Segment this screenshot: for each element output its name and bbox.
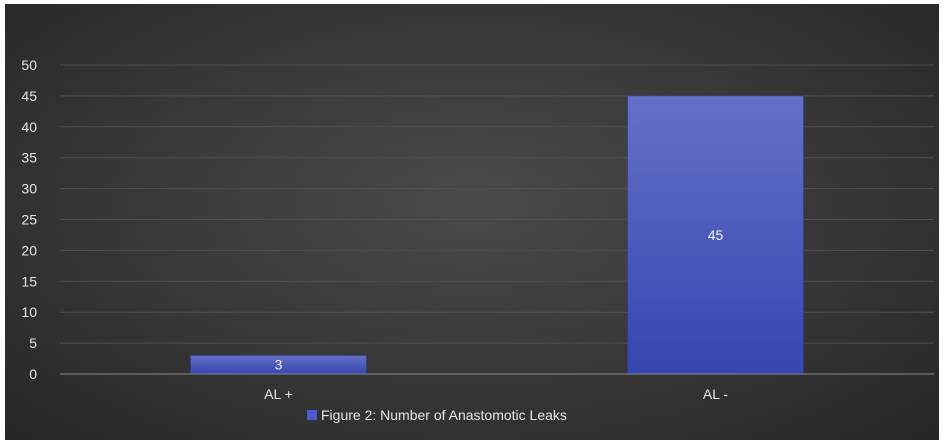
gridlines xyxy=(60,64,934,344)
y-tick-label: 35 xyxy=(21,150,37,166)
y-tick-label: 50 xyxy=(21,57,37,73)
y-tick-label: 0 xyxy=(29,366,37,382)
y-tick-label: 30 xyxy=(21,181,37,197)
x-tick-label: AL + xyxy=(264,386,293,402)
legend-label: Figure 2: Number of Anastomotic Leaks xyxy=(321,407,567,423)
x-tick-label: AL - xyxy=(703,386,728,402)
y-tick-label: 25 xyxy=(21,212,37,228)
y-tick-label: 40 xyxy=(21,119,37,135)
bar xyxy=(627,95,804,375)
bar-chart: 0 5 10 15 20 25 30 35 40 45 50 3 45 AL + AL - Figure… xyxy=(21,57,934,423)
y-tick-label: 10 xyxy=(21,304,37,320)
y-axis-ticks: 0 5 10 15 20 25 30 35 40 45 50 xyxy=(21,57,37,382)
chart-area: 0 5 10 15 20 25 30 35 40 45 50 3 45 AL + AL - Figure… xyxy=(5,4,939,440)
data-label: 45 xyxy=(708,227,724,243)
x-axis-labels: AL + AL - xyxy=(264,386,728,402)
legend: Figure 2: Number of Anastomotic Leaks xyxy=(307,407,567,423)
data-label: 3 xyxy=(275,357,283,373)
y-tick-label: 45 xyxy=(21,88,37,104)
y-tick-label: 20 xyxy=(21,242,37,258)
y-tick-label: 5 xyxy=(29,335,37,351)
legend-swatch xyxy=(307,410,317,420)
bars: 3 45 xyxy=(190,95,804,375)
y-tick-label: 15 xyxy=(21,273,37,289)
